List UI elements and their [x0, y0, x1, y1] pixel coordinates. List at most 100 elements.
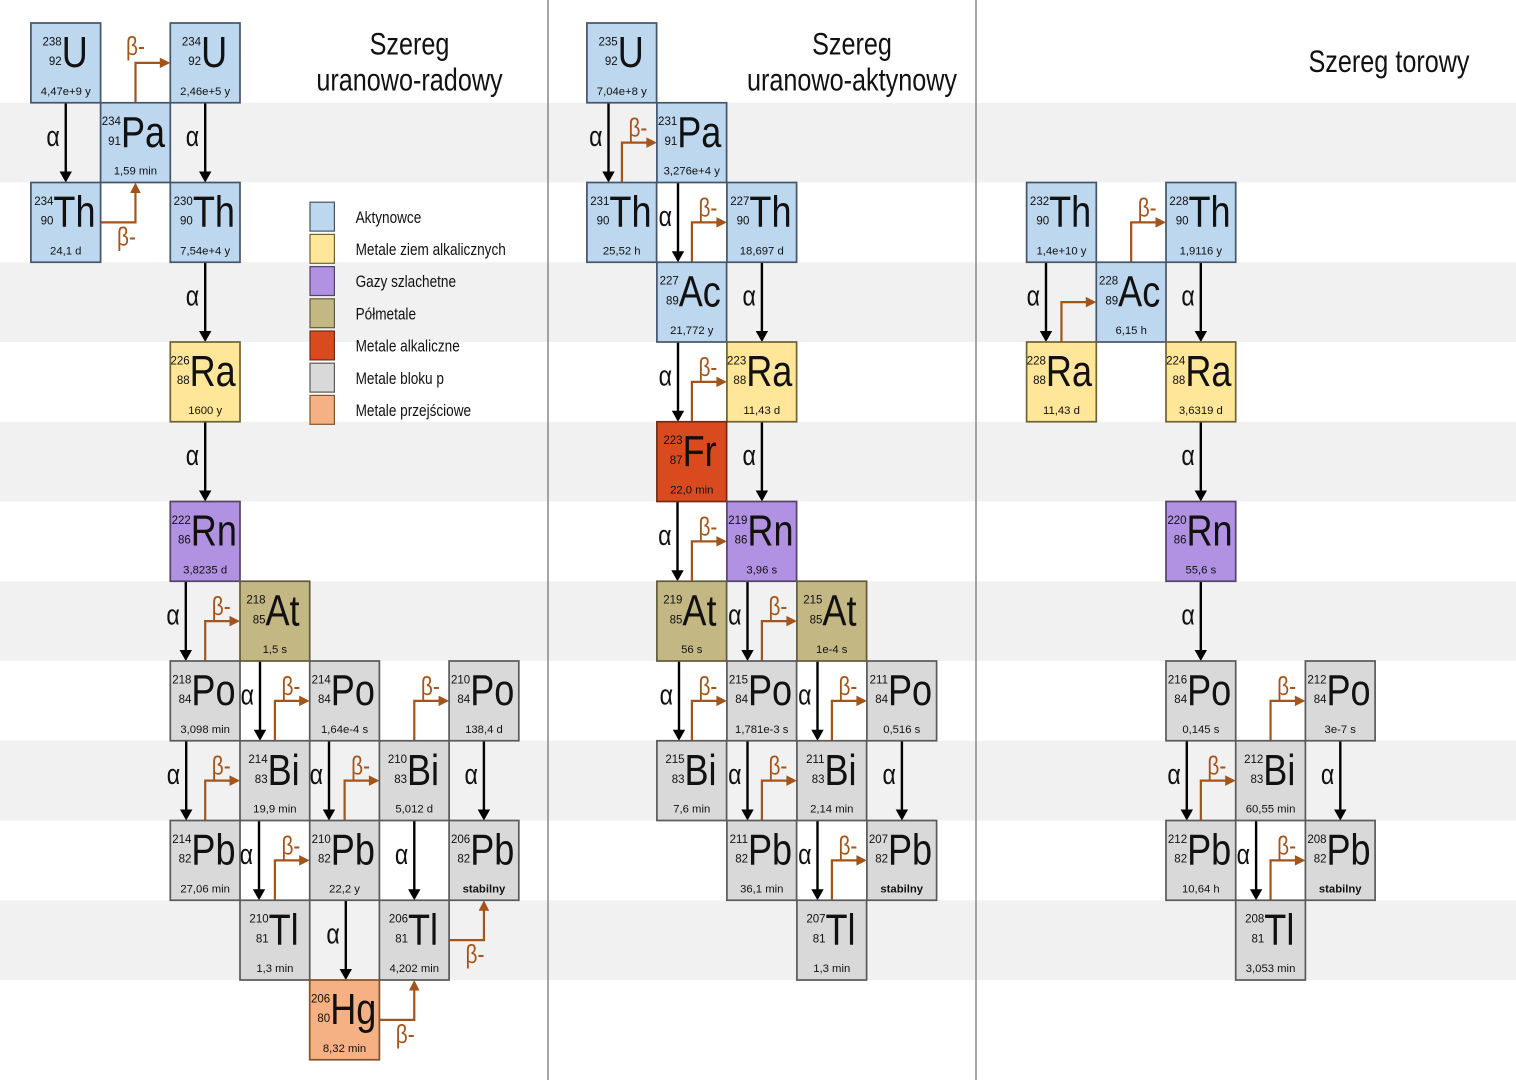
svg-text:85: 85 [253, 614, 266, 626]
svg-text:7,6 min: 7,6 min [673, 804, 710, 816]
svg-text:At: At [682, 586, 716, 635]
svg-text:α: α [1027, 279, 1040, 312]
svg-text:82: 82 [457, 854, 470, 866]
svg-text:α: α [728, 758, 741, 791]
svg-text:88: 88 [1173, 375, 1186, 387]
svg-text:3,96 s: 3,96 s [746, 564, 777, 576]
svg-text:226: 226 [170, 355, 189, 367]
svg-text:Pb: Pb [1327, 825, 1371, 874]
svg-text:Tl: Tl [826, 905, 856, 954]
svg-text:215: 215 [729, 674, 748, 686]
svg-text:0,145 s: 0,145 s [1182, 724, 1219, 736]
svg-text:Pb: Pb [470, 825, 514, 874]
svg-text:25,52 h: 25,52 h [603, 245, 641, 257]
svg-text:232: 232 [1030, 196, 1049, 208]
svg-text:92: 92 [49, 56, 62, 68]
svg-text:U: U [201, 28, 227, 77]
svg-text:Tl: Tl [1264, 905, 1294, 954]
svg-text:At: At [822, 586, 856, 635]
svg-text:3,098 min: 3,098 min [180, 724, 230, 736]
svg-text:82: 82 [735, 854, 748, 866]
svg-text:84: 84 [1314, 694, 1327, 706]
svg-text:1,4e+10 y: 1,4e+10 y [1036, 245, 1086, 257]
svg-text:uranowo-radowy: uranowo-radowy [316, 63, 503, 98]
svg-text:2,14 min: 2,14 min [810, 804, 853, 816]
svg-text:Th: Th [53, 187, 95, 236]
svg-text:7,04e+8 y: 7,04e+8 y [597, 86, 647, 98]
svg-text:α: α [798, 837, 811, 870]
svg-text:Półmetale: Półmetale [356, 305, 416, 324]
svg-text:83: 83 [394, 774, 407, 786]
svg-text:212: 212 [1244, 754, 1263, 766]
svg-text:Rn: Rn [747, 506, 793, 555]
svg-text:β-: β- [838, 672, 857, 701]
svg-text:Fr: Fr [683, 427, 717, 476]
svg-text:214: 214 [248, 754, 268, 766]
svg-text:234: 234 [102, 116, 122, 128]
svg-text:81: 81 [813, 933, 826, 945]
svg-text:α: α [464, 758, 477, 791]
svg-text:α: α [167, 758, 180, 791]
svg-text:219: 219 [663, 595, 682, 607]
svg-text:β-: β- [212, 592, 231, 621]
svg-text:α: α [241, 678, 254, 711]
svg-text:85: 85 [810, 614, 823, 626]
svg-text:Th: Th [609, 187, 651, 236]
svg-text:83: 83 [672, 774, 685, 786]
svg-text:β-: β- [768, 592, 787, 621]
svg-text:84: 84 [1174, 694, 1187, 706]
svg-text:α: α [186, 439, 199, 472]
svg-text:Po: Po [470, 666, 514, 715]
svg-text:β-: β- [1138, 193, 1157, 222]
svg-text:3,053 min: 3,053 min [1246, 963, 1296, 975]
svg-text:227: 227 [730, 196, 749, 208]
svg-text:60,55 min: 60,55 min [1246, 804, 1296, 816]
svg-text:56 s: 56 s [681, 644, 703, 656]
svg-text:22,0 min: 22,0 min [670, 485, 713, 497]
svg-text:19,9 min: 19,9 min [253, 804, 296, 816]
svg-text:21,772 y: 21,772 y [670, 325, 714, 337]
svg-text:Ac: Ac [679, 267, 721, 316]
svg-text:β-: β- [281, 831, 300, 860]
svg-text:2,46e+5 y: 2,46e+5 y [180, 86, 230, 98]
svg-text:4,47e+9 y: 4,47e+9 y [41, 86, 91, 98]
svg-text:At: At [266, 586, 300, 635]
svg-text:α: α [798, 678, 811, 711]
svg-text:86: 86 [1174, 535, 1187, 547]
svg-text:90: 90 [41, 216, 54, 228]
svg-text:234: 234 [34, 196, 54, 208]
svg-text:7,54e+4 y: 7,54e+4 y [180, 245, 230, 257]
svg-text:89: 89 [666, 295, 679, 307]
svg-text:Szereg: Szereg [370, 27, 450, 62]
svg-text:β-: β- [1277, 831, 1296, 860]
svg-text:Metale przejściowe: Metale przejściowe [356, 402, 472, 421]
svg-text:Bi: Bi [1263, 746, 1295, 795]
svg-text:24,1 d: 24,1 d [50, 245, 81, 257]
svg-text:α: α [659, 359, 672, 392]
svg-text:6,15 h: 6,15 h [1115, 325, 1146, 337]
svg-text:206: 206 [451, 834, 470, 846]
svg-text:β-: β- [351, 751, 370, 780]
svg-text:Bi: Bi [268, 746, 300, 795]
svg-text:α: α [742, 439, 755, 472]
svg-text:Pb: Pb [748, 825, 792, 874]
svg-text:22,2 y: 22,2 y [329, 883, 360, 895]
svg-text:88: 88 [733, 375, 746, 387]
svg-text:238: 238 [43, 36, 62, 48]
svg-text:β-: β- [126, 32, 145, 61]
svg-text:stabilny: stabilny [880, 883, 923, 895]
svg-text:231: 231 [590, 196, 609, 208]
svg-text:211: 211 [730, 834, 748, 846]
svg-text:Hg: Hg [330, 985, 376, 1034]
svg-text:α: α [186, 120, 199, 153]
svg-text:1,3 min: 1,3 min [813, 963, 850, 975]
svg-text:Po: Po [888, 666, 932, 715]
svg-text:Pb: Pb [1187, 825, 1231, 874]
svg-text:β-: β- [421, 672, 440, 701]
svg-text:82: 82 [179, 854, 192, 866]
svg-text:36,1 min: 36,1 min [740, 883, 783, 895]
svg-text:Ra: Ra [190, 347, 237, 396]
svg-text:α: α [660, 678, 673, 711]
svg-text:206: 206 [389, 914, 408, 926]
svg-text:Metale alkaliczne: Metale alkaliczne [356, 337, 460, 356]
